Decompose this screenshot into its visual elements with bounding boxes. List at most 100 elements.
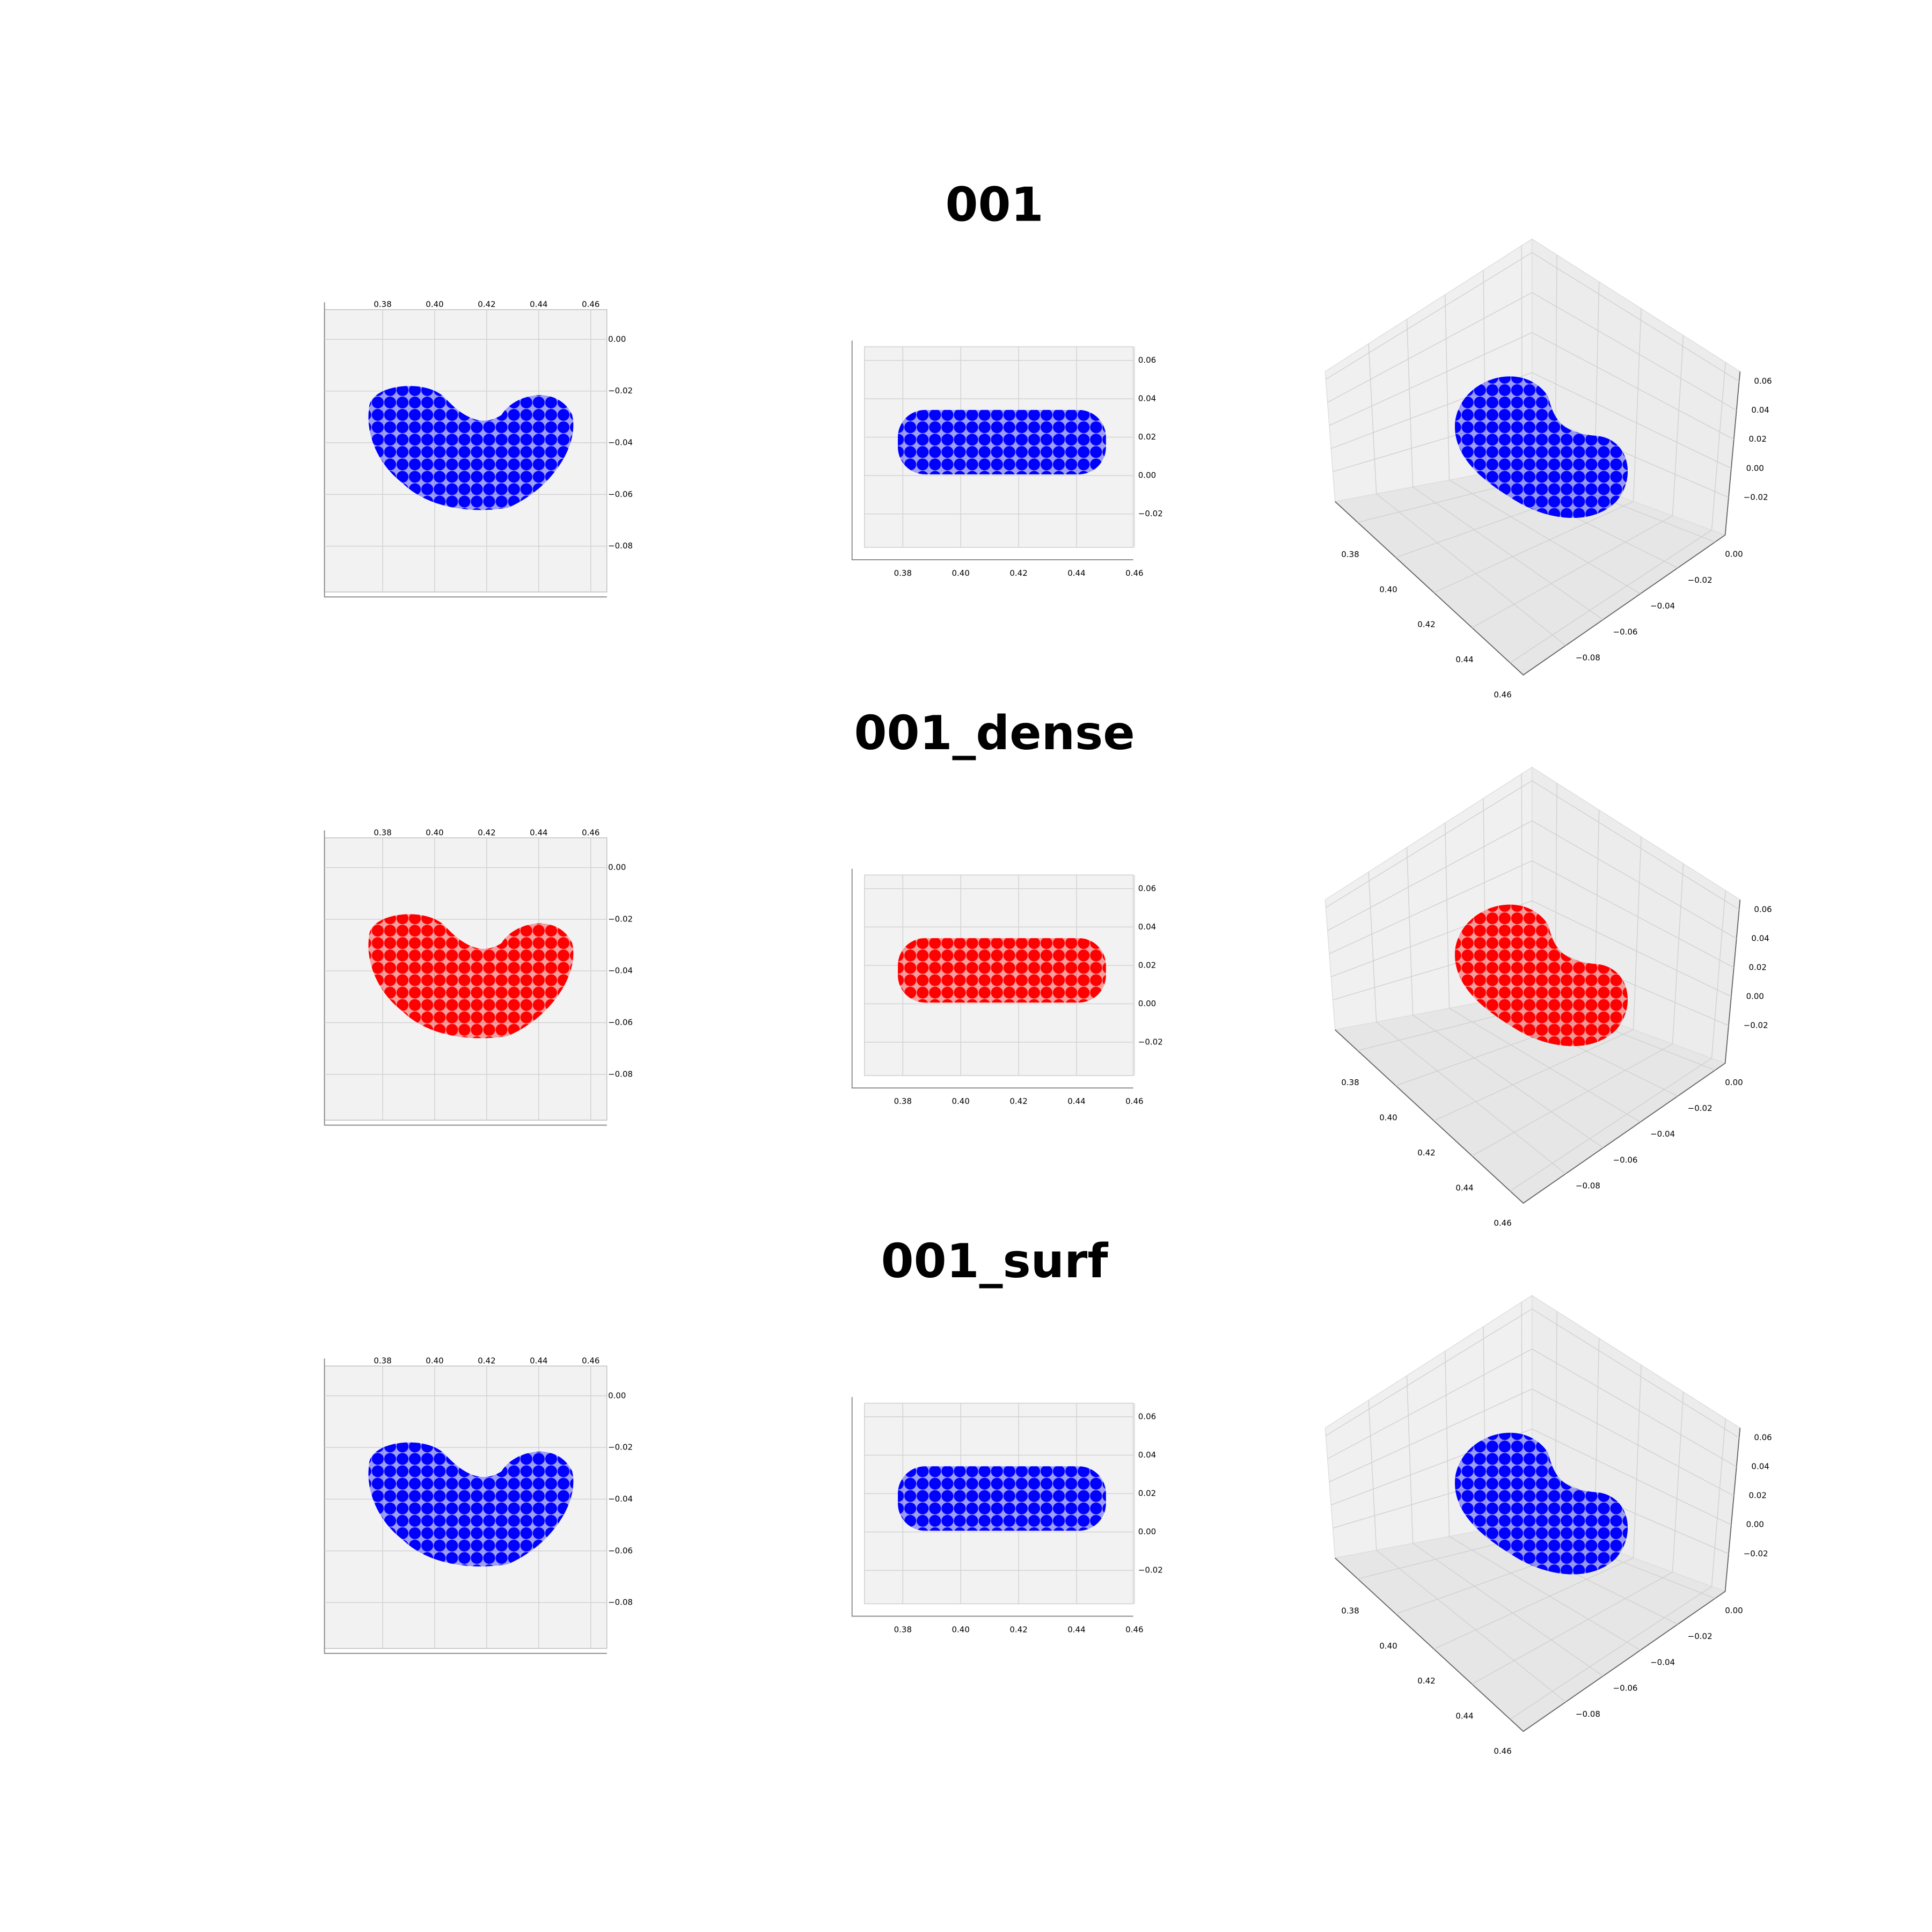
y-tick-label: 0.00 [608,334,626,344]
z-tick-label: 0.00 [1138,1527,1156,1536]
point-cloud [898,1466,1106,1531]
grid-line [1406,319,1604,620]
pane-edge [324,302,607,598]
grid-line [1325,780,1740,910]
x-tick-label: 0.38 [374,299,391,309]
z-tick-label: 0.06 [1138,1412,1156,1422]
row: 001_surf 0.38 0.40 0.42 0.44 0.46 0.00 −0.02 −0.… [324,1234,1772,1756]
x-tick-label: 0.44 [530,1356,547,1366]
z-tick-label: 0.00 [1138,471,1156,480]
x-tick-label: 0.44 [1455,1711,1473,1721]
z-tick-label: 0.02 [1138,1489,1156,1498]
grid-line [1433,308,1642,593]
z-tick-label: 0.06 [1754,376,1772,386]
grid-line [1445,295,1641,595]
grid-line [1325,252,1740,382]
x-tick-label: 0.40 [952,1096,969,1106]
grid-line [1330,1428,1732,1525]
x-tick-label: 0.44 [1067,1096,1085,1106]
row-title: 001 [946,178,1044,232]
grid-line [1327,1348,1737,1467]
x-tick-label: 0.40 [426,299,443,309]
grid-line [1406,847,1604,1148]
y-tick-label: −0.06 [608,1018,633,1027]
y-tick-label: −0.04 [608,966,633,976]
z-tick-label: 0.00 [1138,999,1156,1008]
grid-line [1510,1418,1726,1720]
x-tick-label: 0.46 [1125,1096,1143,1106]
grid-line [1510,362,1726,663]
x-tick-label: 0.46 [1494,1218,1511,1228]
point-cloud [898,938,1106,1003]
z-tick-label: −0.02 [1138,1565,1163,1575]
z-tick-label: 0.06 [1138,883,1156,893]
x-tick-label: 0.40 [426,828,443,837]
z-tick-label: 0.02 [1138,432,1156,442]
pane-edge [851,340,1133,560]
z-tick-label: 0.04 [1751,1462,1769,1472]
y-tick-label: −0.08 [1576,653,1600,663]
x-tick-label: 0.42 [1009,1624,1027,1634]
x-tick-label: 0.44 [1067,1624,1085,1634]
z-tick-label: 0.02 [1749,434,1767,444]
grid-line [1327,292,1737,411]
pane-edge [851,868,1133,1089]
x-tick-label: 0.46 [1125,568,1143,578]
y-tick-label: −0.08 [1576,1181,1600,1191]
z-tick-label: 0.00 [1746,992,1764,1001]
x-tick-label: 0.44 [1455,1183,1473,1192]
y-tick-label: −0.04 [1650,601,1675,611]
grid-line [1368,872,1566,1174]
z-tick-label: 0.04 [1138,394,1156,404]
y-tick-label: −0.08 [1576,1709,1600,1719]
x-tick-label: 0.42 [478,299,495,309]
x-tick-label: 0.46 [1494,690,1511,700]
grid-line [1368,1400,1566,1702]
x-tick-label: 0.38 [374,828,391,837]
point-cloud [898,409,1106,474]
y-tick-label: −0.08 [608,541,633,551]
y-tick-label: −0.02 [608,914,633,924]
pane-edge [324,1358,607,1654]
x-tick-label: 0.42 [1009,568,1027,578]
z-tick-label: −0.02 [1138,1037,1163,1046]
z-tick-label: 0.00 [1746,463,1764,473]
y-tick-label: −0.04 [608,438,633,448]
y-tick-label: −0.02 [1688,1103,1713,1113]
z-tick-label: 0.04 [1751,933,1769,943]
z-tick-label: 0.00 [1746,1520,1764,1529]
row-title: 001_surf [881,1234,1109,1289]
y-tick-label: 0.00 [1725,1606,1743,1615]
axis-edge [1335,1428,1741,1732]
z-tick-label: 0.04 [1138,1450,1156,1460]
z-tick-label: −0.02 [1138,509,1163,518]
grid-line [1330,900,1732,997]
grid-line [1472,335,1684,628]
z-tick-label: 0.04 [1138,922,1156,932]
y-tick-label: −0.06 [1613,1155,1638,1165]
y-tick-label: −0.08 [608,1069,633,1079]
x-tick-label: 0.40 [1379,584,1397,594]
x-tick-label: 0.42 [1417,620,1435,630]
axis-edge [1335,899,1741,1204]
x-tick-label: 0.40 [1379,1113,1397,1123]
row-title: 001_dense [854,706,1135,760]
grid-line [1330,372,1732,469]
y-tick-label: −0.02 [1688,1631,1713,1641]
x-tick-label: 0.46 [582,828,599,837]
x-tick-label: 0.38 [894,1624,912,1634]
z-tick-label: 0.02 [1749,1491,1767,1501]
z-tick-label: 0.04 [1751,405,1769,415]
pane-edge [324,830,607,1126]
y-tick-label: 0.00 [1725,550,1743,559]
grid-line [1433,837,1642,1122]
grid-line [1329,860,1735,968]
z-tick-label: 0.06 [1754,1433,1772,1443]
z-tick-label: 0.02 [1138,960,1156,970]
grid-line [1472,1392,1684,1685]
x-tick-label: 0.38 [1341,550,1359,559]
x-tick-label: 0.40 [952,1624,969,1634]
grid-line [1445,823,1641,1123]
grid-line [1406,1375,1604,1677]
